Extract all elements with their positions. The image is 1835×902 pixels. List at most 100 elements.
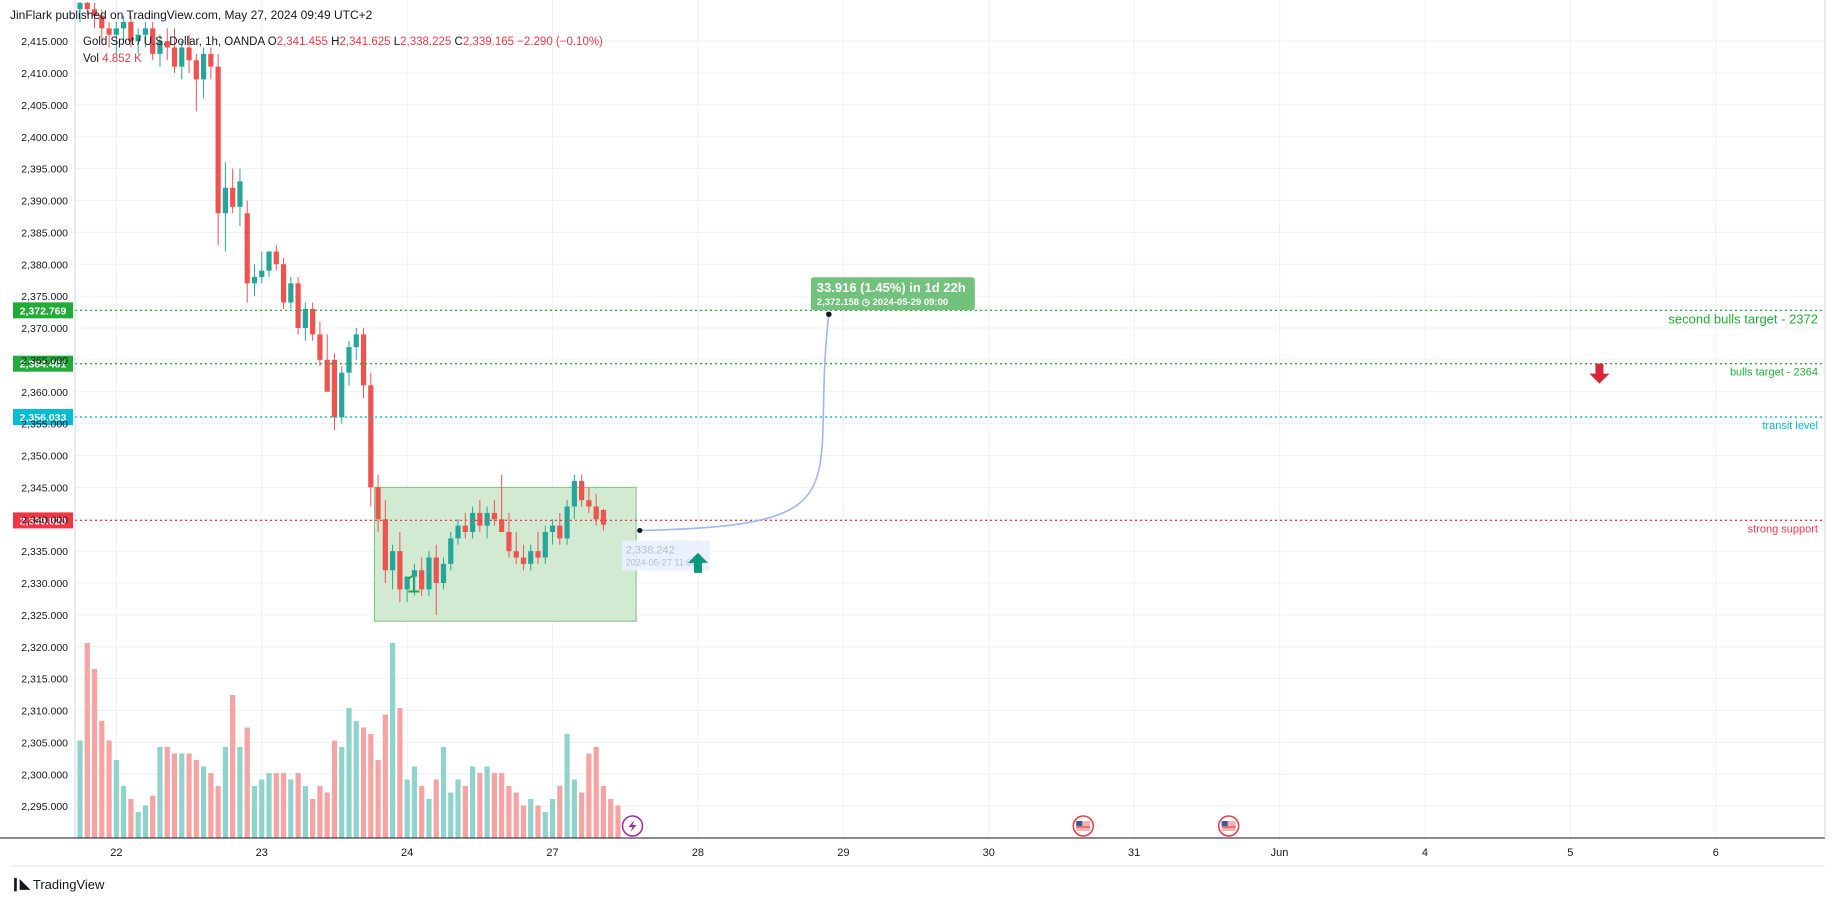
- x-tick-label: 4: [1422, 847, 1428, 859]
- volume-bar: [186, 753, 192, 838]
- candle: [171, 28, 178, 73]
- y-tick-label: 2,360.000: [21, 387, 68, 399]
- volume-bar: [251, 786, 258, 838]
- candle: [280, 257, 287, 309]
- volume-bar: [200, 766, 207, 838]
- candle-body: [360, 334, 367, 386]
- strong-support-price-tag-bg: [13, 512, 73, 529]
- range-box-layer: 1: [373, 486, 637, 622]
- candle: [295, 277, 301, 335]
- candle-body: [295, 283, 301, 328]
- candle: [251, 264, 258, 297]
- range-box: [373, 486, 637, 622]
- candle-body: [382, 519, 388, 571]
- candle-body: [571, 481, 577, 507]
- candle-body: [317, 334, 323, 360]
- candle: [310, 302, 316, 341]
- second-bulls-target-price-tag: 2,372.769: [20, 305, 67, 317]
- volume-bar: [280, 773, 287, 838]
- volume-bar: [302, 786, 308, 838]
- volume-bar: [244, 727, 250, 838]
- volume-bar: [368, 734, 374, 838]
- candle: [288, 277, 294, 309]
- projection-change: 33.916 (1.45%) in 1d 22h: [817, 280, 966, 295]
- candle: [586, 487, 592, 513]
- dividend-flash-icon: [621, 815, 644, 837]
- candle: [375, 474, 381, 532]
- candle: [339, 366, 345, 424]
- candle-body: [353, 334, 359, 348]
- candle-body: [128, 22, 134, 42]
- volume-bar: [157, 747, 163, 838]
- candle: [186, 34, 192, 73]
- volume-bar: [295, 773, 301, 838]
- candle-body: [455, 525, 461, 539]
- candle: [535, 532, 541, 564]
- y-tick-label: 2,355.000: [21, 419, 68, 431]
- volume-value: 4.852 K: [102, 53, 142, 65]
- candle-body: [99, 15, 105, 29]
- candle-body: [506, 532, 512, 552]
- y-tick-label: 2,345.000: [21, 482, 68, 494]
- candle: [368, 372, 374, 507]
- y-tick-label: 2,390.000: [21, 196, 68, 208]
- candle: [142, 22, 149, 48]
- volume-bar: [360, 727, 367, 838]
- candle: [84, 2, 90, 16]
- tradingview-logo-icon: ❙◣: [10, 876, 30, 891]
- candle: [331, 353, 338, 430]
- candle-body: [499, 519, 505, 532]
- flash-bolt: [628, 820, 637, 832]
- candle-body: [84, 2, 90, 10]
- volume-bar: [433, 779, 439, 838]
- volume-bar: [164, 747, 170, 838]
- candle-body: [419, 570, 425, 590]
- candle-body: [593, 506, 599, 520]
- transit-level-price-tag: 2,356.033: [20, 412, 67, 424]
- volume-label[interactable]: Vol: [83, 53, 99, 65]
- candle-body: [375, 487, 381, 520]
- volume-bar: [179, 753, 185, 838]
- volume-bar: [91, 669, 98, 838]
- candle: [506, 512, 512, 558]
- candle: [106, 22, 112, 48]
- candle: [179, 41, 185, 80]
- us-flag-event-icon: [1217, 815, 1240, 837]
- volume-bar: [564, 734, 570, 838]
- symbol-name[interactable]: Gold Spot / U.S. Dollar, 1h, OANDA: [83, 36, 265, 48]
- candle: [557, 512, 563, 545]
- candle: [571, 474, 577, 520]
- candle-body: [142, 28, 149, 35]
- candle: [208, 47, 214, 80]
- candle: [513, 532, 519, 564]
- y-tick-label: 2,370.000: [21, 323, 68, 335]
- candle: [244, 200, 250, 303]
- flag-field: [1076, 821, 1091, 831]
- volume-bar: [600, 786, 607, 838]
- candle: [520, 544, 527, 571]
- y-tick-label: 2,300.000: [21, 769, 68, 781]
- candle-body: [564, 506, 570, 539]
- candle-body: [600, 509, 607, 525]
- volume-bar: [331, 740, 338, 838]
- volume-bar: [375, 760, 381, 838]
- close-label: C: [454, 36, 463, 48]
- candle: [542, 525, 548, 564]
- volume-bar: [128, 799, 134, 838]
- candle: [462, 512, 468, 539]
- candle: [390, 544, 396, 590]
- high-label: H: [331, 36, 340, 48]
- tradingview-footer[interactable]: ❙◣ TradingView: [10, 876, 104, 892]
- candle-body: [411, 570, 418, 577]
- y-tick-label: 2,295.000: [21, 801, 68, 813]
- candle-body: [433, 557, 439, 583]
- candle-body: [91, 9, 98, 16]
- volume-bar: [324, 792, 330, 838]
- volume-bars: [77, 643, 621, 838]
- down-arrow-icon: [1589, 363, 1610, 384]
- candle: [549, 519, 556, 545]
- volume-bar: [477, 773, 483, 838]
- x-tick-label: 23: [256, 847, 268, 859]
- candle-body: [106, 28, 112, 35]
